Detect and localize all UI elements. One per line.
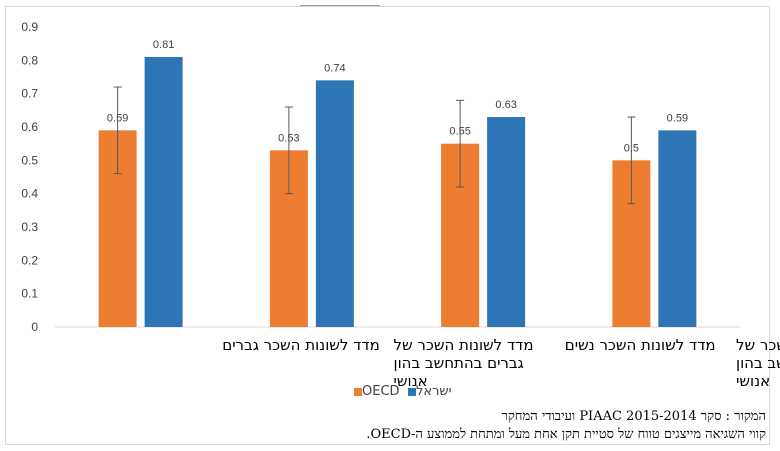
data-label-israel: 0.81	[153, 39, 174, 51]
legend-label-oecd: OECD	[362, 384, 400, 399]
category-label: נשים בהתחשב בהון	[736, 354, 780, 372]
bar-israel	[487, 117, 526, 327]
y-tick-label: 0.3	[21, 220, 38, 234]
data-label-israel: 0.59	[667, 112, 688, 124]
legend-item-oecd: OECD	[350, 384, 400, 399]
legend-swatch-oecd	[354, 387, 362, 396]
category-label: מדד לשונות השכר של	[394, 336, 534, 354]
y-tick-label: 0.7	[21, 87, 38, 101]
category-label: אנושי	[394, 372, 428, 390]
error-bar-note: קווי השגיאה מייצגים טווח של סטיית תקן אח…	[366, 427, 766, 442]
y-tick-label: 0.5	[21, 153, 38, 167]
bar-israel	[658, 130, 697, 327]
y-tick-label: 0.2	[21, 253, 38, 267]
category-label: אנושי	[736, 372, 770, 390]
bars: 0.59 0.53 0.55 0.5 0.81 0.74 0.63 0.59	[98, 39, 697, 327]
y-tick-label: 0.9	[21, 20, 38, 34]
y-tick-label: 0.1	[21, 287, 38, 301]
category-label: גברים בהתחשב בהון	[394, 354, 524, 372]
category-label: מדד לשונות השכר גברים	[222, 336, 380, 354]
bar-israel	[144, 57, 183, 327]
y-tick-label: 0.8	[21, 53, 38, 67]
data-label-israel: 0.74	[324, 62, 345, 74]
legend-swatch-israel	[408, 387, 416, 396]
category-labels: מדד לשונות השכר גברים מדד לשונות השכר שלג…	[222, 336, 780, 390]
data-label-oecd: 0.5	[624, 142, 639, 154]
legend-item-israel: ישראל	[404, 384, 452, 399]
bar-israel	[315, 80, 354, 327]
y-tick-label: 0	[31, 320, 38, 334]
top-line	[300, 0, 380, 6]
legend-label-israel: ישראל	[416, 384, 452, 399]
source-note: המקור : סקר PIAAC 2015-2014 ועיבודי המחק…	[501, 409, 766, 424]
data-label-oecd: 0.59	[107, 112, 128, 124]
category-label: מדד לשונות השכר של	[736, 336, 780, 354]
data-label-oecd: 0.55	[449, 126, 470, 138]
data-label-israel: 0.63	[495, 99, 516, 111]
y-tick-label: 0.6	[21, 120, 38, 134]
category-label: מדד לשונות השכר נשים	[565, 336, 716, 354]
legend: OECD ישראל	[0, 384, 780, 402]
y-tick-label: 0.4	[21, 187, 38, 201]
data-label-oecd: 0.53	[278, 132, 299, 144]
